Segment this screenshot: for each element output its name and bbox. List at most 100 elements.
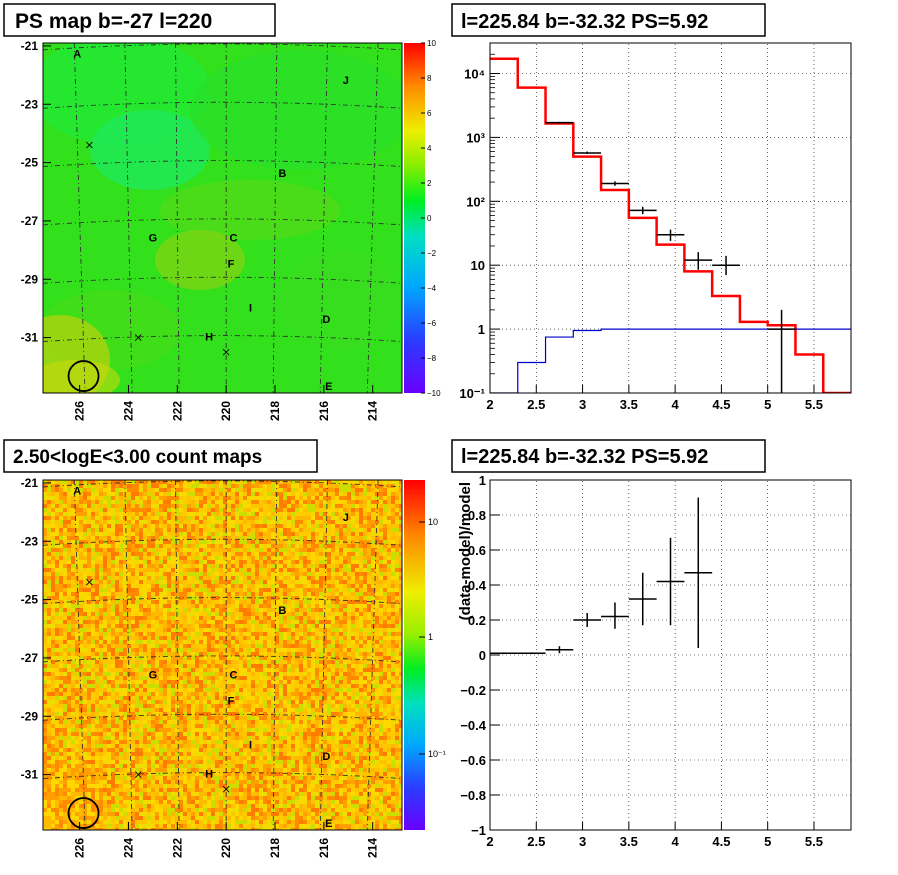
count-pixel [355, 636, 359, 640]
count-pixel [67, 496, 71, 500]
count-pixel [307, 640, 311, 644]
count-pixel [115, 584, 119, 588]
count-pixel [283, 588, 287, 592]
count-pixel [107, 664, 111, 668]
count-pixel [207, 532, 211, 536]
count-pixel [79, 608, 83, 612]
count-pixel [183, 632, 187, 636]
count-pixel [243, 612, 247, 616]
count-pixel [227, 500, 231, 504]
count-pixel [87, 508, 91, 512]
count-pixel [387, 512, 391, 516]
count-pixel [299, 684, 303, 688]
count-pixel [143, 500, 147, 504]
count-pixel [159, 648, 163, 652]
count-pixel [303, 572, 307, 576]
count-pixel [327, 508, 331, 512]
count-pixel [119, 556, 123, 560]
count-pixel [195, 564, 199, 568]
count-map-heatmap [43, 480, 402, 830]
count-pixel [179, 508, 183, 512]
count-pixel [163, 604, 167, 608]
count-pixel [375, 508, 379, 512]
count-pixel [235, 576, 239, 580]
count-pixel [279, 504, 283, 508]
count-pixel [331, 684, 335, 688]
count-pixel [71, 640, 75, 644]
count-pixel [327, 624, 331, 628]
ps-map-coordinate-grid [43, 43, 402, 393]
count-pixel [323, 500, 327, 504]
count-pixel [343, 600, 347, 604]
count-pixel [359, 676, 363, 680]
count-pixel [47, 616, 51, 620]
count-pixel [395, 540, 399, 544]
count-pixel [91, 492, 95, 496]
count-pixel [259, 556, 263, 560]
count-pixel [95, 508, 99, 512]
count-pixel [151, 620, 155, 624]
count-pixel [391, 552, 395, 556]
count-pixel [347, 604, 351, 608]
count-pixel [339, 492, 343, 496]
count-pixel [79, 660, 83, 664]
spectrum-title: l=225.84 b=-32.32 PS=5.92 [461, 11, 708, 33]
count-pixel [63, 496, 67, 500]
count-pixel [319, 488, 323, 492]
count-pixel [307, 488, 311, 492]
count-pixel [183, 620, 187, 624]
count-pixel [255, 572, 259, 576]
count-pixel [115, 596, 119, 600]
count-pixel [391, 572, 395, 576]
count-pixel [99, 592, 103, 596]
count-pixel [343, 544, 347, 548]
count-pixel [235, 624, 239, 628]
count-pixel [327, 628, 331, 632]
count-pixel [131, 576, 135, 580]
count-pixel [155, 500, 159, 504]
count-pixel [387, 684, 391, 688]
count-pixel [111, 556, 115, 560]
count-pixel [147, 604, 151, 608]
count-pixel [75, 504, 79, 508]
count-pixel [147, 580, 151, 584]
count-pixel [83, 668, 87, 672]
count-pixel [395, 632, 399, 636]
count-pixel [43, 504, 47, 508]
count-pixel [131, 560, 135, 564]
count-pixel [383, 632, 387, 636]
count-pixel [135, 544, 139, 548]
count-pixel [103, 644, 107, 648]
count-pixel [231, 496, 235, 500]
count-pixel [387, 688, 391, 692]
count-pixel [139, 548, 143, 552]
count-pixel [303, 524, 307, 528]
count-pixel [63, 504, 67, 508]
count-pixel [59, 520, 63, 524]
count-pixel [287, 616, 291, 620]
count-pixel [347, 620, 351, 624]
count-pixel [139, 504, 143, 508]
count-pixel [267, 688, 271, 692]
count-pixel [115, 568, 119, 572]
count-pixel [127, 508, 131, 512]
count-pixel [263, 496, 267, 500]
count-pixel [207, 652, 211, 656]
count-pixel [299, 568, 303, 572]
count-pixel [63, 660, 67, 664]
count-pixel [239, 660, 243, 664]
count-pixel [271, 664, 275, 668]
count-pixel [183, 544, 187, 548]
count-pixel [151, 484, 155, 488]
count-pixel [303, 532, 307, 536]
count-pixel [311, 628, 315, 632]
count-pixel [395, 512, 399, 516]
count-pixel [335, 484, 339, 488]
count-pixel [351, 504, 355, 508]
cross-marker [134, 334, 142, 341]
count-pixel [367, 580, 371, 584]
count-pixel [43, 548, 47, 552]
count-pixel [115, 676, 119, 680]
count-pixel [103, 516, 107, 520]
count-pixel [67, 652, 71, 656]
